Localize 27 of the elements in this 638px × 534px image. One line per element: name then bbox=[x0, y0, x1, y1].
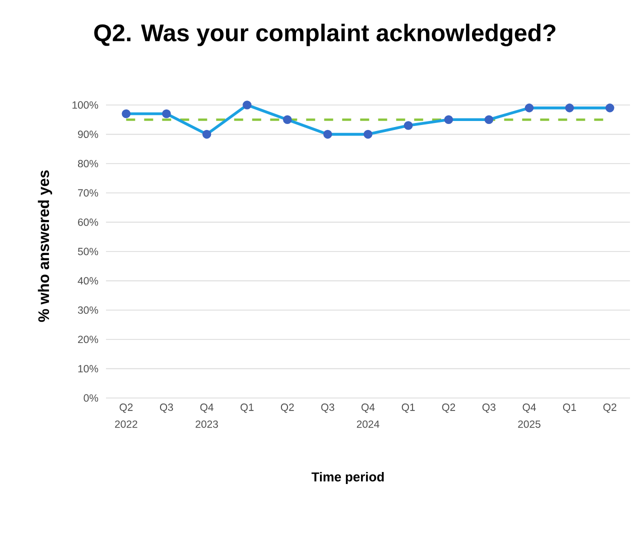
x-tick-label: Q4 2025 bbox=[518, 404, 540, 428]
x-tick-label: Q1 bbox=[402, 404, 415, 413]
y-axis-title: % who answered yes bbox=[38, 170, 52, 322]
x-tick-label: Q3 bbox=[321, 404, 334, 413]
y-tick-label: 80% bbox=[78, 160, 98, 168]
x-tick-label: Q4 2023 bbox=[196, 404, 218, 428]
y-tick-label: 40% bbox=[78, 277, 98, 285]
x-tick-label: Q1 bbox=[240, 404, 254, 413]
x-tick-label: Q2 bbox=[280, 404, 294, 413]
y-tick-label: 30% bbox=[78, 306, 98, 314]
y-tick-label: 0% bbox=[84, 394, 98, 402]
y-tick-label: 70% bbox=[78, 189, 98, 197]
chart-title: Q2. Was your complaint acknowledged? bbox=[94, 24, 556, 46]
x-tick-label: Q2 bbox=[603, 404, 616, 413]
y-tick-label: 100% bbox=[72, 101, 98, 109]
y-tick-label: 10% bbox=[78, 365, 98, 372]
y-tick-label: 50% bbox=[78, 248, 98, 256]
y-tick-label: 90% bbox=[78, 130, 98, 138]
x-tick-label: Q2 bbox=[442, 404, 456, 413]
x-axis-title: Time period bbox=[312, 472, 384, 484]
x-tick-label: Q3 bbox=[482, 404, 496, 413]
y-tick-label: 20% bbox=[78, 336, 98, 344]
x-tick-label: Q2 2022 bbox=[115, 404, 138, 428]
x-tick-label: Q1 bbox=[563, 404, 576, 413]
y-tick-label: 60% bbox=[78, 218, 98, 226]
x-tick-label: Q4 2024 bbox=[356, 404, 380, 428]
x-tick-label: Q3 bbox=[160, 404, 173, 413]
